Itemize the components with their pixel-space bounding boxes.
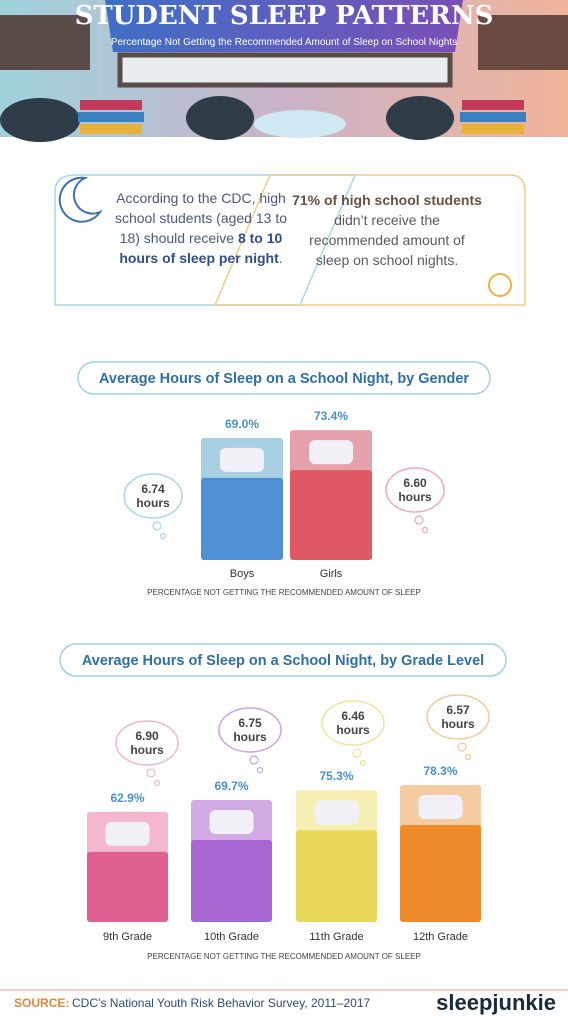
bed-body: [296, 830, 377, 922]
cloud-dot: [414, 515, 424, 525]
pillow: [254, 110, 346, 138]
banner: [105, 0, 463, 52]
board: [117, 52, 453, 88]
chart-title-box: [77, 361, 491, 395]
thought-cloud: [321, 700, 385, 746]
chart-title-box: [59, 643, 507, 677]
cloud-label: 6.90 hours: [130, 729, 164, 757]
thought-cloud: [426, 694, 490, 740]
cloud-dot: [352, 748, 362, 758]
category-label: 11th Grade: [309, 931, 363, 943]
category-label: 9th Grade: [103, 931, 152, 943]
cloud-label: 6.74 hours: [136, 482, 170, 510]
cloud-dot: [421, 526, 429, 534]
bar: [201, 437, 283, 560]
intro-emphasis: 8 to 10 hours of sleep per night: [119, 230, 283, 266]
intro-right: 71% of high school students didn’t recei…: [292, 190, 482, 270]
category-label: 12th Grade: [413, 931, 468, 943]
intro-text: .: [278, 250, 283, 266]
pillow: [314, 800, 359, 825]
cloud-dot: [153, 779, 161, 787]
cloud-dot: [159, 532, 167, 540]
value-label: 62.9%: [110, 791, 144, 805]
value-label: 75.3%: [319, 769, 353, 783]
cloud-label: 6.57 hours: [441, 703, 475, 731]
thought-cloud: [218, 707, 282, 753]
bar: [87, 811, 168, 922]
bed-body: [400, 824, 481, 922]
chair: [386, 96, 454, 140]
cloud-dot: [146, 768, 156, 778]
bar: [296, 790, 377, 922]
cloud-dot: [152, 521, 162, 531]
cloud-dot: [249, 755, 259, 765]
category-label: 10th Grade: [204, 931, 259, 943]
cloud-label: 6.46 hours: [336, 709, 370, 737]
title: STUDENT SLEEP PATTERNS: [75, 1, 494, 31]
book: [80, 100, 142, 110]
book: [460, 112, 526, 122]
sun-icon: [488, 273, 512, 297]
cloud-dot: [359, 759, 367, 767]
pillow: [309, 440, 353, 465]
logo: sleepjunkie: [436, 990, 556, 1015]
thought-cloud: [385, 467, 445, 513]
value-label: 69.0%: [225, 417, 259, 431]
bar: [290, 430, 372, 560]
intro-left: According to the CDC, high school studen…: [112, 188, 290, 268]
intro-emphasis: 71% of high school students: [292, 192, 482, 208]
moon-icon: [58, 176, 103, 223]
pillow: [209, 810, 254, 835]
chart-note: PERCENTAGE NOT GETTING THE RECOMMENDED A…: [147, 588, 421, 597]
bed-body: [87, 851, 168, 922]
book: [462, 124, 524, 134]
subtitle: Percentage Not Getting the Recommended A…: [111, 37, 457, 48]
book: [78, 112, 144, 122]
chart-note: PERCENTAGE NOT GETTING THE RECOMMENDED A…: [147, 952, 421, 961]
cloud-dot: [256, 766, 264, 774]
intro-text: According to the CDC, high school studen…: [114, 190, 287, 246]
thought-cloud: [115, 720, 179, 766]
pillow: [105, 821, 150, 846]
cloud-dot: [457, 742, 467, 752]
pillow: [418, 794, 463, 819]
chart-title: Average Hours of Sleep on a School Night…: [99, 371, 469, 387]
cloud-dot: [464, 753, 472, 761]
bed-body: [290, 470, 372, 560]
category-label: Girls: [320, 568, 343, 580]
value-label: 69.7%: [214, 779, 248, 793]
intro-box-right: [213, 174, 526, 306]
value-label: 73.4%: [314, 409, 348, 423]
cloud-label: 6.75 hours: [233, 716, 267, 744]
pillow: [220, 447, 264, 472]
source-label: SOURCE:: [14, 996, 69, 1010]
chair: [0, 98, 80, 142]
chair: [186, 96, 254, 140]
cloud-label: 6.60 hours: [398, 476, 432, 504]
window: [0, 15, 90, 70]
intro-text: didn’t receive the recommended amount of…: [309, 212, 465, 268]
bed-body: [191, 840, 272, 922]
book: [462, 100, 524, 110]
bar: [400, 784, 481, 922]
book: [80, 124, 142, 134]
category-label: Boys: [230, 568, 255, 580]
thought-cloud: [123, 473, 183, 519]
bed-body: [201, 477, 283, 560]
source-text: CDC’s National Youth Risk Behavior Surve…: [72, 996, 371, 1010]
bar: [191, 800, 272, 922]
value-label: 78.3%: [423, 764, 457, 778]
chart-title: Average Hours of Sleep on a School Night…: [82, 653, 484, 669]
window: [478, 15, 568, 70]
